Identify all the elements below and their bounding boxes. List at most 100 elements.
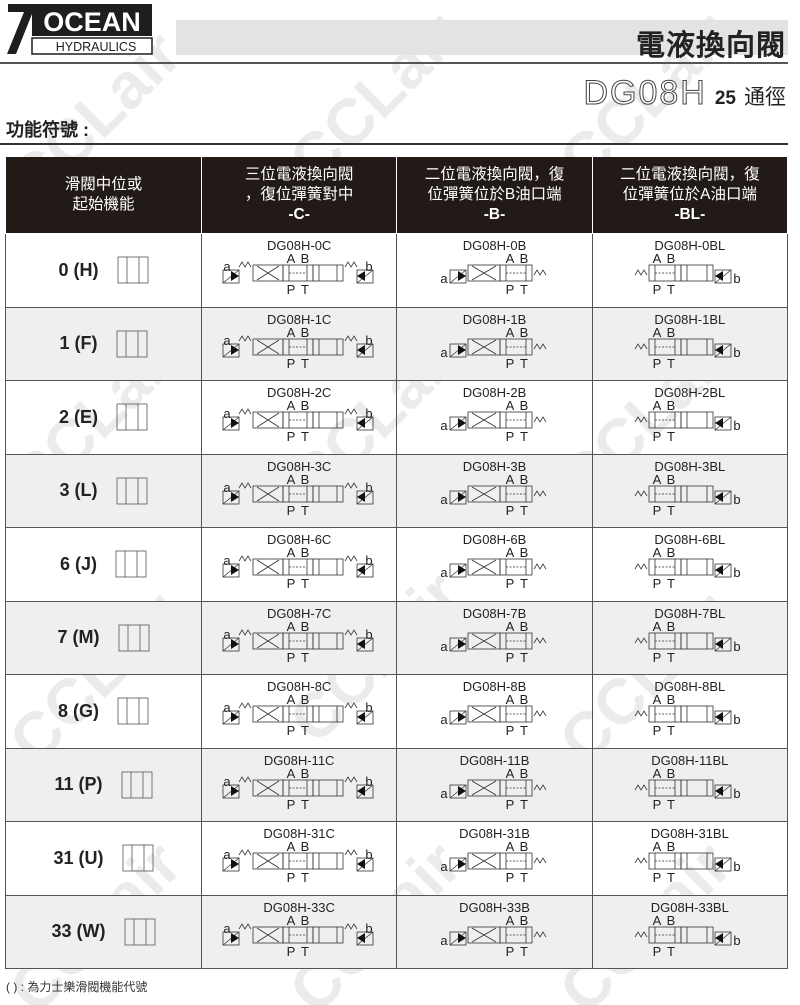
function-cell: 6 (J)	[5, 527, 202, 602]
function-code: 0 (H)	[58, 259, 99, 280]
svg-text:A: A	[286, 400, 295, 413]
svg-text:T: T	[520, 723, 528, 738]
valve-symbol-icon: a A B P T	[440, 474, 547, 518]
valve-symbol-icon: a A B P T	[440, 841, 547, 885]
svg-text:T: T	[667, 429, 675, 444]
valve-symbol-icon: b A B P T	[634, 694, 741, 738]
svg-text:A: A	[653, 547, 662, 560]
header-c: 三位電液換向閥 ，復位彈簧對中 -C-	[200, 157, 398, 234]
svg-text:A: A	[653, 915, 662, 928]
svg-text:B: B	[520, 474, 529, 487]
function-code: 33 (W)	[51, 921, 106, 942]
svg-text:A: A	[506, 621, 515, 634]
spool-function-icon	[124, 918, 155, 946]
svg-text:B: B	[667, 253, 676, 266]
svg-text:A: A	[506, 474, 515, 487]
svg-text:a: a	[440, 712, 448, 727]
function-symbol-table: 滑閥中位或 起始機能 三位電液換向閥 ，復位彈簧對中 -C- 二位電液換向閥，復 位彈簧…	[5, 157, 789, 969]
svg-text:b: b	[734, 565, 741, 580]
svg-text:B: B	[300, 327, 309, 340]
table-row: 7 (M) DG08H-7C a b A B P T DG08H-7B a A B P T DG08H-7B…	[5, 600, 789, 675]
svg-text:b: b	[734, 859, 741, 874]
model-cell-bl: DG08H-33BL b A B P T	[591, 894, 789, 969]
valve-symbol-icon: b A B P T	[634, 547, 741, 591]
svg-text:A: A	[286, 327, 295, 340]
header-function: 滑閥中位或 起始機能	[5, 157, 202, 234]
spool-function-icon	[122, 844, 153, 872]
valve-symbol-icon: a A B P T	[440, 621, 547, 665]
model-cell-bl: DG08H-0BL b A B P T	[591, 233, 789, 308]
model-code: DG08H-0BL	[654, 238, 726, 253]
svg-text:A: A	[506, 400, 515, 413]
spool-function-icon	[115, 550, 147, 578]
svg-text:P: P	[286, 650, 295, 665]
svg-text:B: B	[520, 841, 529, 854]
svg-text:P: P	[506, 650, 515, 665]
title-bar	[176, 20, 788, 55]
svg-text:a: a	[440, 345, 448, 360]
model-cell-c: DG08H-3C a b A B P T	[200, 453, 398, 528]
valve-symbol-icon: b A B P T	[634, 915, 741, 959]
model-code: DG08H-0C	[267, 238, 332, 253]
header-b: 二位電液換向閥，復 位彈簧位於B油口端 -B-	[396, 157, 593, 234]
svg-text:T: T	[520, 503, 528, 518]
model-code: DG08H-8B	[462, 679, 527, 694]
svg-text:b: b	[365, 259, 372, 274]
model-cell-bl: DG08H-11BL b A B P T	[591, 747, 789, 822]
svg-text:T: T	[301, 723, 309, 738]
svg-text:P: P	[653, 870, 662, 885]
svg-text:B: B	[520, 547, 529, 560]
model-code: DG08H-31B	[459, 826, 530, 841]
svg-text:T: T	[301, 429, 309, 444]
svg-text:a: a	[223, 921, 231, 936]
svg-text:A: A	[286, 915, 295, 928]
model-code: DG08H-3BL	[654, 458, 726, 474]
svg-text:b: b	[365, 406, 372, 421]
valve-symbol-icon: b A B P T	[634, 400, 741, 444]
table-row: 2 (E) DG08H-2C a b A B P T DG08H-2B a A B P T DG08H-2B…	[5, 380, 789, 455]
svg-text:A: A	[506, 841, 515, 854]
svg-text:T: T	[301, 944, 309, 959]
divider	[0, 62, 788, 64]
svg-text:P: P	[506, 576, 515, 591]
valve-symbol-icon: a b A B P T	[222, 474, 374, 518]
svg-text:B: B	[520, 253, 529, 266]
svg-text:T: T	[520, 797, 528, 812]
valve-symbol-icon: a b A B P T	[222, 841, 374, 885]
svg-text:P: P	[286, 576, 295, 591]
svg-text:a: a	[440, 786, 448, 801]
svg-text:a: a	[223, 480, 231, 495]
valve-symbol-icon: a b A B P T	[222, 400, 374, 444]
model-code: DG08H-33C	[263, 899, 335, 915]
model-code: DG08H-3B	[462, 458, 527, 474]
model-name: DG08H	[583, 74, 707, 113]
table-header: 滑閥中位或 起始機能 三位電液換向閥 ，復位彈簧對中 -C- 二位電液換向閥，復 位彈簧…	[5, 157, 789, 234]
svg-text:P: P	[506, 870, 515, 885]
svg-text:A: A	[506, 253, 515, 266]
model-cell-c: DG08H-11C a b A B P T	[200, 747, 398, 822]
svg-text:P: P	[286, 870, 295, 885]
svg-text:T: T	[667, 723, 675, 738]
spool-function-icon	[118, 624, 149, 652]
model-code: DG08H-6C	[267, 532, 332, 547]
model-code: DG08H-1BL	[654, 311, 726, 327]
svg-text:A: A	[653, 327, 662, 340]
valve-symbol-icon: a b A B P T	[222, 915, 374, 959]
function-cell: 0 (H)	[5, 233, 202, 308]
header-bl: 二位電液換向閥，復 位彈簧位於A油口端 -BL-	[591, 157, 789, 234]
function-code: 31 (U)	[53, 847, 104, 868]
model-code: DG08H-11B	[459, 752, 530, 768]
svg-text:P: P	[286, 356, 295, 371]
svg-text:P: P	[653, 356, 662, 371]
valve-symbol-icon: a A B P T	[440, 768, 547, 812]
model-code: DG08H-31BL	[650, 826, 729, 841]
svg-text:T: T	[301, 282, 309, 297]
valve-symbol-icon: a b A B P T	[222, 621, 374, 665]
function-cell: 3 (L)	[5, 453, 202, 528]
svg-text:a: a	[440, 271, 448, 286]
svg-text:P: P	[286, 797, 295, 812]
table-row: 8 (G) DG08H-8C a b A B P T DG08H-8B a A B P T DG08H-8B…	[5, 674, 789, 749]
svg-text:T: T	[301, 650, 309, 665]
svg-text:A: A	[286, 694, 295, 707]
svg-text:B: B	[300, 474, 309, 487]
